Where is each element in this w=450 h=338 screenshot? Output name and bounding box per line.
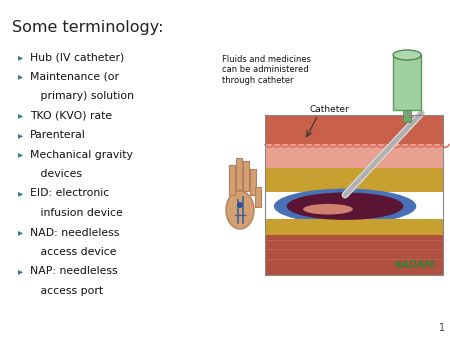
Text: access device: access device <box>30 247 117 257</box>
Text: Hub (IV catheter): Hub (IV catheter) <box>30 52 124 62</box>
Bar <box>229 165 235 195</box>
Ellipse shape <box>226 191 254 229</box>
Text: ▸: ▸ <box>18 72 23 81</box>
Text: devices: devices <box>30 169 82 179</box>
Bar <box>265 115 443 275</box>
Text: ▸: ▸ <box>18 149 23 160</box>
Text: ▸: ▸ <box>18 130 23 140</box>
Text: Catheter: Catheter <box>310 105 350 114</box>
Ellipse shape <box>274 189 416 224</box>
Text: Some terminology:: Some terminology: <box>12 20 163 35</box>
Text: 1: 1 <box>439 323 445 333</box>
Bar <box>236 158 242 190</box>
Text: ▸: ▸ <box>18 111 23 121</box>
Ellipse shape <box>303 204 353 215</box>
Bar <box>255 187 261 207</box>
Text: NAD: needleless: NAD: needleless <box>30 227 119 238</box>
Text: EID: electronic: EID: electronic <box>30 189 109 198</box>
Bar <box>265 115 443 144</box>
Text: access port: access port <box>30 286 103 296</box>
Bar <box>265 219 443 235</box>
Text: ▸: ▸ <box>18 227 23 238</box>
Text: ✱ADAM.: ✱ADAM. <box>393 260 438 270</box>
Text: infusion device: infusion device <box>30 208 123 218</box>
Text: Parenteral: Parenteral <box>30 130 86 140</box>
Text: ▸: ▸ <box>18 266 23 276</box>
Ellipse shape <box>393 50 421 60</box>
Text: ▸: ▸ <box>18 189 23 198</box>
Text: NAP: needleless: NAP: needleless <box>30 266 117 276</box>
Text: Maintenance (or: Maintenance (or <box>30 72 119 81</box>
Bar <box>265 168 443 192</box>
Text: Mechanical gravity: Mechanical gravity <box>30 149 133 160</box>
Bar <box>265 235 443 275</box>
Bar <box>265 144 443 168</box>
Bar <box>250 169 256 195</box>
Ellipse shape <box>287 192 404 220</box>
Text: Fluids and medicines
can be administered
through catheter: Fluids and medicines can be administered… <box>222 55 311 85</box>
Text: ▸: ▸ <box>18 52 23 62</box>
Text: primary) solution: primary) solution <box>30 91 134 101</box>
Ellipse shape <box>237 202 243 208</box>
Bar <box>243 161 249 191</box>
Text: TKO (KVO) rate: TKO (KVO) rate <box>30 111 112 121</box>
Bar <box>393 55 421 110</box>
Bar <box>403 110 411 122</box>
